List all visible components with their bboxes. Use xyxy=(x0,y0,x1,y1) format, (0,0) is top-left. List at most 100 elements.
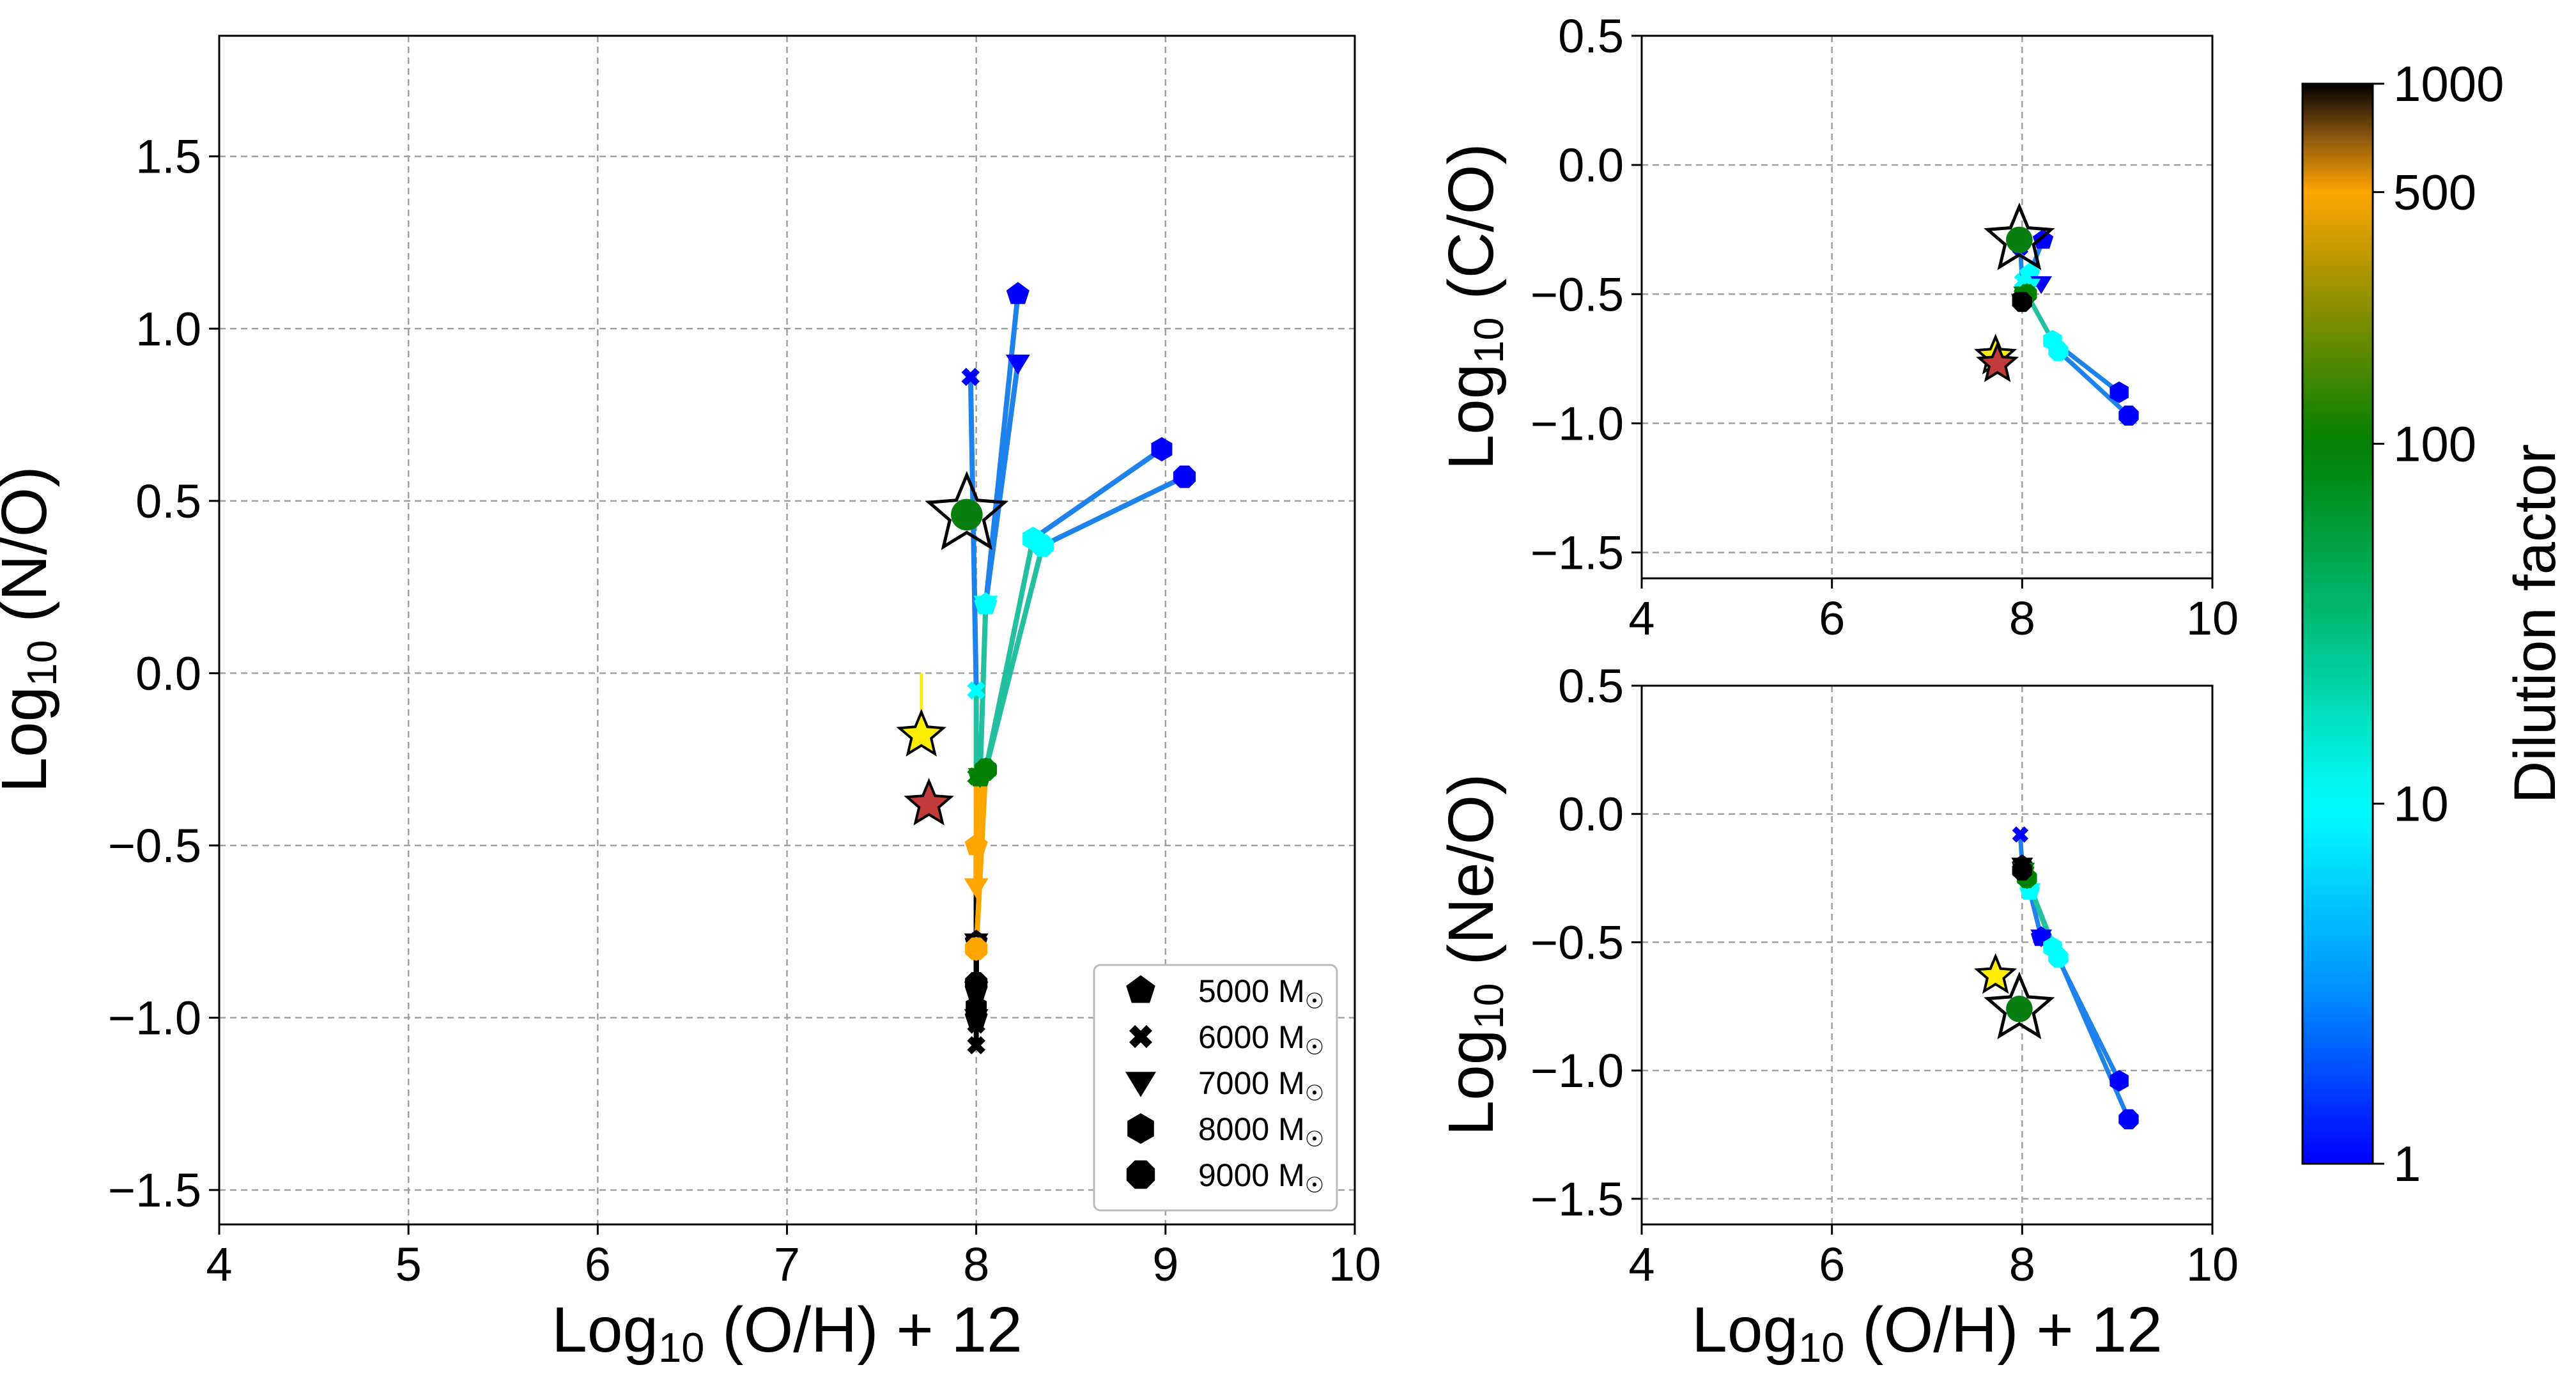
track-marker-octagon xyxy=(2048,947,2069,968)
legend-marker-pentagon xyxy=(1126,975,1155,1003)
track-segment-x xyxy=(968,374,979,693)
y-tick-label: −1.5 xyxy=(1531,1173,1624,1226)
colorbar-tick-label: 1000 xyxy=(2393,56,2504,112)
y-tick-label: −0.5 xyxy=(108,819,201,872)
x-tick-label: 8 xyxy=(963,1238,989,1291)
track-segment-octagon xyxy=(973,767,989,952)
observed-star-outline xyxy=(1984,202,2055,270)
observed-star-outline xyxy=(1984,971,2055,1040)
x-tick-label: 8 xyxy=(2009,592,2035,645)
y-tick-label: −1.0 xyxy=(1531,397,1624,450)
track-marker-octagon xyxy=(974,758,997,781)
y-tick-label: −1.0 xyxy=(1531,1044,1624,1097)
panel-co-vs-oh: 4 6 8 10 −1.5 −1.0 −0.5 0.0 0.5 Log10 (C/O) xyxy=(1435,10,2239,645)
colorbar-tick-label: 100 xyxy=(2393,415,2476,472)
track-segment-octagon xyxy=(2056,955,2131,1122)
data-layer xyxy=(1974,202,2139,426)
data-layer xyxy=(1974,826,2139,1130)
track-segment-triangle xyxy=(977,601,989,780)
track-marker-octagon xyxy=(2048,341,2069,361)
track-marker-pentagon xyxy=(1006,282,1030,304)
x-tick-label: 8 xyxy=(2009,1238,2035,1291)
data-layer xyxy=(896,282,1196,1054)
legend-entry-label: 8000 M☉ xyxy=(1198,1111,1324,1152)
x-tick-label: 10 xyxy=(2186,592,2239,645)
x-tick-label: 6 xyxy=(1819,1238,1845,1291)
track-marker-octagon xyxy=(1173,465,1196,488)
track-segment-triangle xyxy=(973,774,983,890)
axes-frame xyxy=(1640,35,2214,580)
observed-star-yellow xyxy=(896,709,946,757)
track-segment-octagon xyxy=(1040,474,1187,548)
track-marker-x xyxy=(2012,826,2029,843)
observed-star-outline xyxy=(925,470,1008,550)
y-tick-label: 0.5 xyxy=(1558,660,1624,713)
legend-marker-triangle xyxy=(1125,1072,1156,1097)
x-tick-label: 10 xyxy=(1329,1238,1381,1291)
y-tick-label: 0.5 xyxy=(135,475,201,528)
track-marker-x xyxy=(967,1036,985,1054)
track-marker-x xyxy=(961,367,980,386)
track-marker-hexagon xyxy=(966,995,987,1020)
x-tick-label: 7 xyxy=(774,1238,800,1291)
x-tick-label: 5 xyxy=(396,1238,422,1291)
y-tick-label: 0.5 xyxy=(1558,10,1624,63)
track-segment-hexagon xyxy=(1030,446,1164,542)
observed-star-red xyxy=(1976,341,2019,382)
y-tick-label: 1.0 xyxy=(135,302,201,355)
track-marker-octagon xyxy=(2012,291,2032,312)
legend-entry-label: 5000 M☉ xyxy=(1198,973,1324,1014)
track-marker-octagon xyxy=(2118,1109,2139,1130)
x-tick-label: 4 xyxy=(1628,592,1654,645)
y-tick-label: 0.0 xyxy=(135,647,201,700)
y-tick-label: −0.5 xyxy=(1531,268,1624,321)
x-tick-label: 6 xyxy=(1819,592,1845,645)
x-tick-label: 4 xyxy=(206,1238,232,1291)
y-axis-label: Log10 (N/O) xyxy=(0,466,65,792)
y-tick-label: −1.5 xyxy=(108,1164,201,1217)
observed-star-green xyxy=(951,498,983,531)
track-marker-hexagon xyxy=(1151,437,1173,461)
track-marker-triangle xyxy=(964,878,989,899)
observed-star-yellow xyxy=(1974,953,2017,994)
legend-entry-label: 7000 M☉ xyxy=(1198,1065,1324,1106)
colorbar-gradient xyxy=(2301,82,2374,1165)
track-marker-pentagon xyxy=(964,833,988,856)
colorbar-tick-label: 10 xyxy=(2393,776,2449,832)
track-marker-octagon xyxy=(965,937,988,961)
colorbar: Dilution factor 1 10 100 500 1000 xyxy=(2301,56,2568,1192)
x-tick-label: 4 xyxy=(1628,1238,1654,1291)
legend-marker-octagon xyxy=(1126,1160,1155,1189)
x-tick-label: 6 xyxy=(585,1238,611,1291)
panel-neo-vs-oh: 4 6 8 10 −1.5 −1.0 −0.5 0.0 0.5 Log10 (O/H) + 12 L… xyxy=(1435,660,2239,1371)
y-tick-label: 0.0 xyxy=(1558,139,1624,192)
track-marker-hexagon xyxy=(2109,381,2129,403)
x-axis-label: Log10 (O/H) + 12 xyxy=(551,1294,1022,1371)
track-marker-triangle xyxy=(1005,354,1030,375)
track-marker-triangle xyxy=(2030,929,2053,948)
legend-marker-x xyxy=(1129,1025,1152,1048)
y-axis-label: Log10 (Ne/O) xyxy=(1435,774,1512,1136)
track-segment-octagon xyxy=(2056,348,2131,418)
observed-star-green xyxy=(2006,226,2033,254)
y-tick-label: 1.5 xyxy=(135,130,201,183)
x-tick-label: 10 xyxy=(2186,1238,2239,1291)
track-marker-octagon xyxy=(2118,405,2139,426)
track-marker-hexagon xyxy=(2109,1070,2129,1092)
observed-star-green xyxy=(2006,996,2033,1022)
x-tick-label: 9 xyxy=(1152,1238,1178,1291)
legend: 5000 M☉ 6000 M☉ 7000 M☉ 8000 M☉ 9000 M☉ xyxy=(1093,964,1338,1212)
track-marker-x xyxy=(967,681,985,700)
legend-frame xyxy=(1093,964,1338,1212)
y-tick-label: 0.0 xyxy=(1558,788,1624,841)
track-marker-octagon xyxy=(2012,860,2032,881)
axes-frame xyxy=(1640,684,2214,1226)
colorbar-label: Dilution factor xyxy=(2503,444,2568,803)
legend-marker-hexagon xyxy=(1127,1113,1154,1144)
legend-entry-label: 9000 M☉ xyxy=(1198,1157,1324,1198)
y-axis-label: Log10 (C/O) xyxy=(1435,143,1512,470)
track-marker-octagon xyxy=(1031,534,1054,557)
y-tick-label: −0.5 xyxy=(1531,916,1624,969)
colorbar-tick-label: 1 xyxy=(2393,1136,2421,1192)
track-segment-octagon xyxy=(983,543,1045,773)
